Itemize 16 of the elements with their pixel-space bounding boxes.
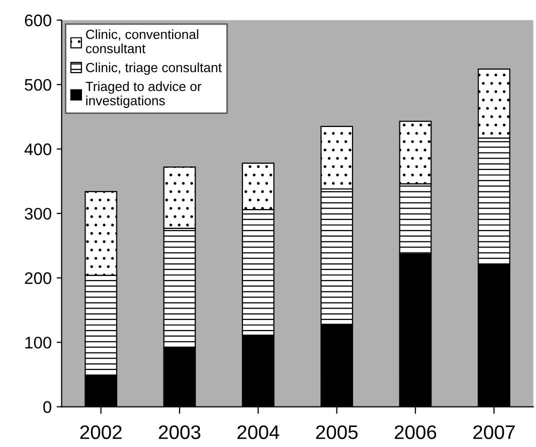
x-tick-label: 2002 (80, 425, 122, 440)
y-tick-label: 300 (24, 208, 52, 220)
x-tick-label: 2006 (394, 425, 436, 440)
x-tick-label: 2004 (238, 425, 280, 440)
y-tick-label: 500 (24, 78, 52, 91)
y-tick-label: 0 (43, 401, 52, 413)
x-tick-label: 2005 (316, 425, 358, 440)
legend-label: Clinic, conventional consultant (86, 29, 198, 54)
legend-label: Triaged to advice or investigations (86, 81, 202, 108)
y-tick-label: 200 (24, 272, 52, 284)
x-tick-label: 2007 (473, 425, 515, 440)
x-tick-label: 2003 (158, 425, 200, 440)
y-tick-label: 100 (25, 336, 52, 349)
legend-label: Clinic, triage consultant (86, 62, 222, 75)
y-tick-label: 600 (24, 14, 52, 26)
y-tick-label: 400 (24, 143, 52, 156)
